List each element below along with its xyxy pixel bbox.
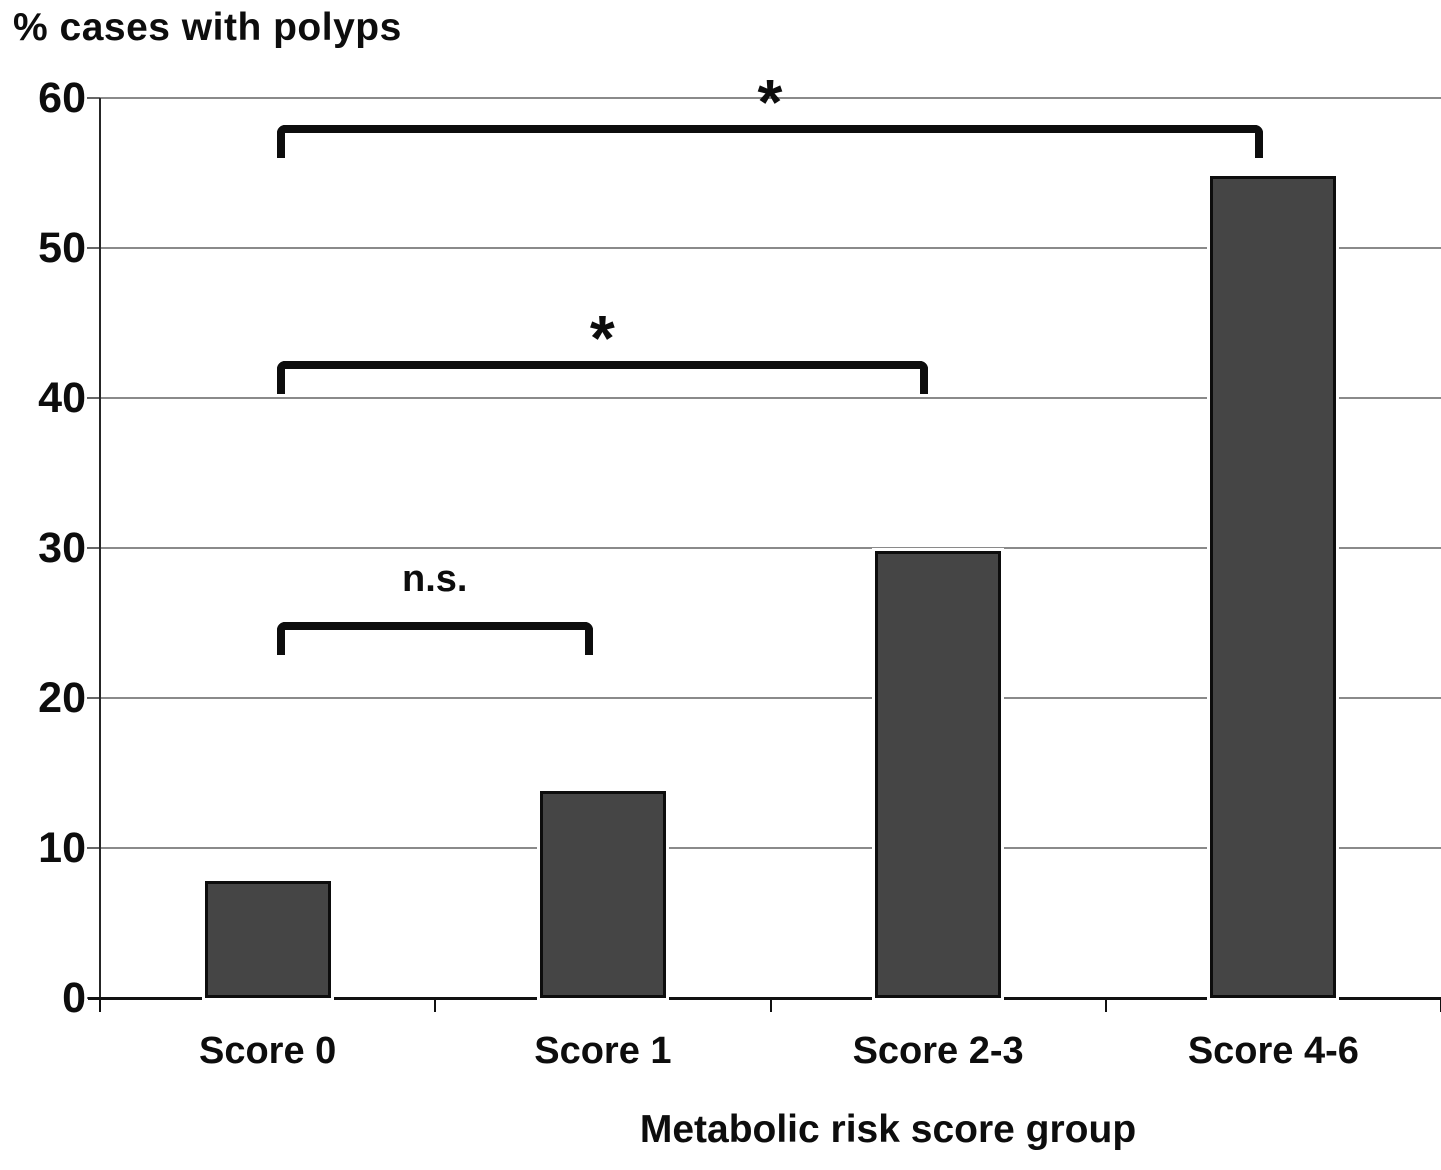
y-tick-label: 10 bbox=[38, 824, 86, 872]
significance-bracket bbox=[276, 621, 593, 655]
x-axis-tick bbox=[1104, 999, 1107, 1012]
x-axis-tick bbox=[434, 999, 437, 1012]
y-axis-tick bbox=[87, 547, 100, 549]
significance-bracket bbox=[276, 125, 1264, 158]
y-axis-tick bbox=[87, 397, 100, 399]
gridline bbox=[100, 397, 1441, 399]
gridline bbox=[100, 97, 1441, 99]
y-axis-tick bbox=[87, 97, 100, 99]
y-axis-tick bbox=[87, 247, 100, 249]
significance-label: n.s. bbox=[402, 557, 468, 600]
x-category-label: Score 2-3 bbox=[852, 1030, 1024, 1072]
y-tick-label: 50 bbox=[38, 224, 86, 272]
significance-label: * bbox=[757, 66, 783, 138]
bar bbox=[1210, 176, 1337, 998]
significance-bracket bbox=[276, 360, 929, 394]
x-category-label: Score 4-6 bbox=[1187, 1030, 1359, 1072]
bar bbox=[875, 551, 1002, 998]
gridline bbox=[100, 847, 1441, 849]
bar bbox=[539, 791, 666, 998]
y-tick-label: 0 bbox=[62, 974, 86, 1022]
x-axis-title: Metabolic risk score group bbox=[639, 1108, 1137, 1151]
x-axis-tick bbox=[99, 999, 101, 1012]
x-category-label: Score 0 bbox=[198, 1030, 337, 1072]
bar bbox=[204, 881, 331, 998]
y-axis-title: % cases with polyps bbox=[13, 6, 402, 49]
y-tick-label: 40 bbox=[38, 374, 86, 422]
y-axis-line bbox=[99, 98, 101, 1012]
y-axis-tick bbox=[87, 847, 100, 849]
x-axis-line bbox=[88, 997, 1441, 1000]
gridline bbox=[100, 547, 1441, 549]
y-axis-tick bbox=[87, 697, 100, 699]
significance-label: * bbox=[589, 301, 615, 374]
y-tick-label: 30 bbox=[38, 524, 86, 572]
x-axis-tick bbox=[769, 999, 772, 1012]
y-tick-label: 20 bbox=[38, 674, 86, 722]
gridline bbox=[100, 247, 1441, 249]
x-category-label: Score 1 bbox=[534, 1030, 672, 1072]
y-tick-label: 60 bbox=[38, 74, 86, 122]
gridline bbox=[100, 697, 1441, 699]
